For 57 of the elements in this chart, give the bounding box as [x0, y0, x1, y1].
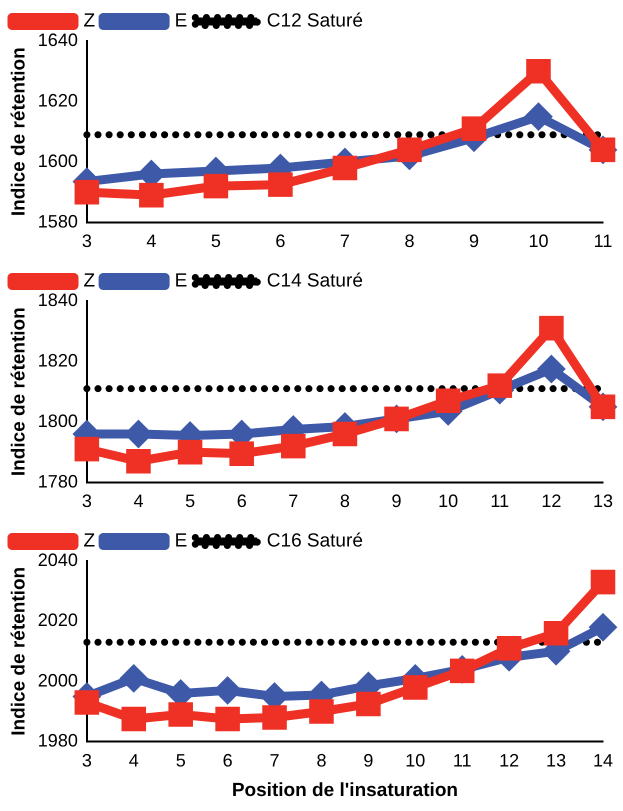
x-tick-label: 7 [270, 750, 280, 770]
y-tick-label: 1620 [38, 90, 78, 110]
y-axis-title: Indice de rétention [8, 307, 30, 476]
x-tick-label: 5 [210, 231, 221, 252]
y-tick-label: 1580 [38, 211, 78, 232]
y-tick-label: 1980 [38, 730, 78, 751]
x-tick-label: 8 [316, 750, 326, 770]
x-tick-label: 3 [82, 750, 92, 770]
x-tick-label: 6 [236, 491, 247, 512]
x-tick-label: 9 [392, 491, 402, 512]
legend-label: Z [84, 530, 96, 552]
x-tick-label: 10 [438, 491, 458, 512]
x-tick-label: 11 [452, 750, 472, 770]
y-tick-label: 2020 [38, 610, 78, 630]
x-tick-label: 13 [592, 491, 614, 512]
x-tick-label: 11 [490, 491, 510, 512]
legend-label: Z [84, 270, 96, 292]
x-tick-label: 6 [275, 231, 286, 252]
y-tick-label: 1780 [38, 471, 78, 492]
legend-label: Z [84, 10, 96, 32]
x-tick-label: 7 [340, 231, 350, 252]
x-axis-title: Position de l'insaturation [232, 780, 458, 801]
y-tick-label: 2040 [38, 550, 78, 570]
x-tick-label: 13 [546, 750, 566, 770]
legend-label: C14 Saturé [266, 270, 363, 292]
legend-label: E [174, 530, 188, 552]
x-tick-label: 9 [468, 231, 479, 252]
x-tick-label: 12 [499, 750, 520, 770]
y-axis-title: Indice de rétention [8, 47, 30, 216]
x-tick-label: 10 [405, 750, 426, 770]
x-tick-label: 3 [82, 491, 92, 512]
y-tick-label: 2000 [38, 670, 78, 690]
x-tick-label: 7 [288, 491, 298, 512]
x-tick-label: 6 [222, 750, 233, 770]
y-tick-label: 1640 [38, 30, 78, 50]
y-axis-title: Indice de rétention [8, 566, 30, 736]
x-tick-label: 14 [592, 750, 614, 770]
legend-label: E [174, 10, 188, 32]
y-tick-label: 1840 [38, 290, 78, 310]
x-tick-label: 11 [594, 231, 612, 252]
x-tick-label: 3 [82, 231, 92, 252]
x-tick-label: 8 [404, 231, 414, 252]
x-tick-label: 4 [133, 491, 144, 512]
x-tick-label: 12 [541, 491, 562, 512]
y-tick-label: 1800 [38, 410, 78, 431]
y-tick-label: 1600 [38, 150, 78, 171]
legend-label: C16 Saturé [266, 530, 363, 552]
x-tick-label: 4 [146, 231, 156, 252]
x-tick-label: 8 [340, 491, 350, 512]
y-tick-label: 1820 [38, 350, 78, 370]
x-tick-label: 5 [185, 491, 196, 512]
x-tick-label: 4 [128, 750, 139, 770]
x-tick-label: 10 [528, 231, 548, 252]
x-tick-label: 9 [363, 750, 374, 770]
legend-label: C12 Saturé [266, 10, 363, 32]
legend-label: E [174, 270, 188, 292]
x-tick-label: 5 [176, 750, 186, 770]
